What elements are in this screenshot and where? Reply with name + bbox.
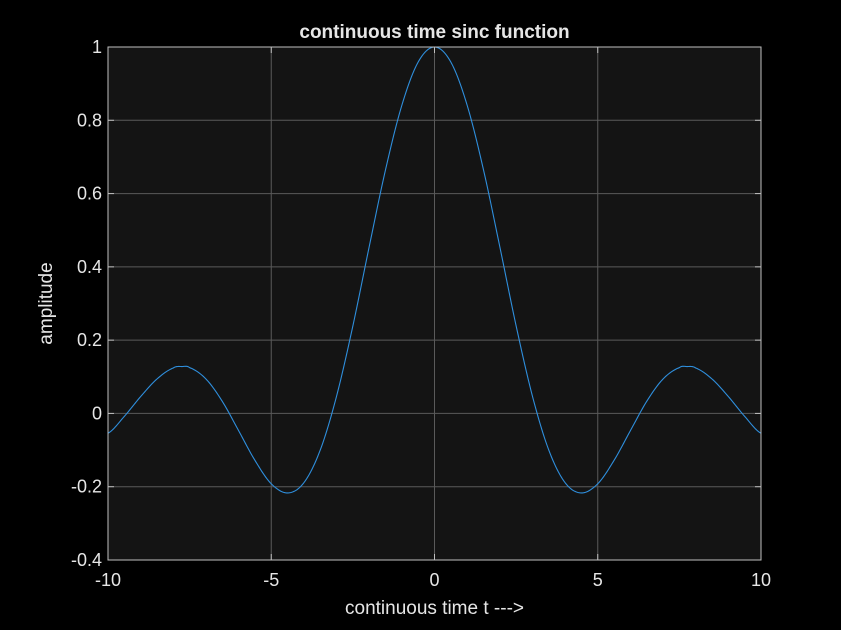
y-tick-label: 0 (92, 403, 102, 423)
y-tick-label: 1 (92, 37, 102, 57)
y-tick-label: -0.2 (71, 477, 102, 497)
chart-title: continuous time sinc function (299, 22, 569, 43)
axes-box (107, 46, 762, 561)
x-tick-label: 0 (429, 570, 439, 590)
grid-lines (108, 47, 761, 560)
y-axis-label: amplitude (36, 262, 57, 344)
x-tick-label: 10 (751, 570, 771, 590)
x-tick-label: -10 (95, 570, 121, 590)
y-tick-label: 0.8 (77, 110, 102, 130)
y-tick-label: 0.2 (77, 330, 102, 350)
y-tick-label: 0.4 (77, 257, 102, 277)
tick-labels: -10 -5 0 5 10 -0.4 -0.2 0 0.2 0.4 0.6 0.8 1 (71, 37, 771, 590)
x-axis-label: continuous time t ---> (345, 598, 524, 619)
y-tick-label: 0.6 (77, 184, 102, 204)
x-tick-label: -5 (263, 570, 279, 590)
y-tick-label: -0.4 (71, 550, 102, 570)
x-tick-label: 5 (593, 570, 603, 590)
